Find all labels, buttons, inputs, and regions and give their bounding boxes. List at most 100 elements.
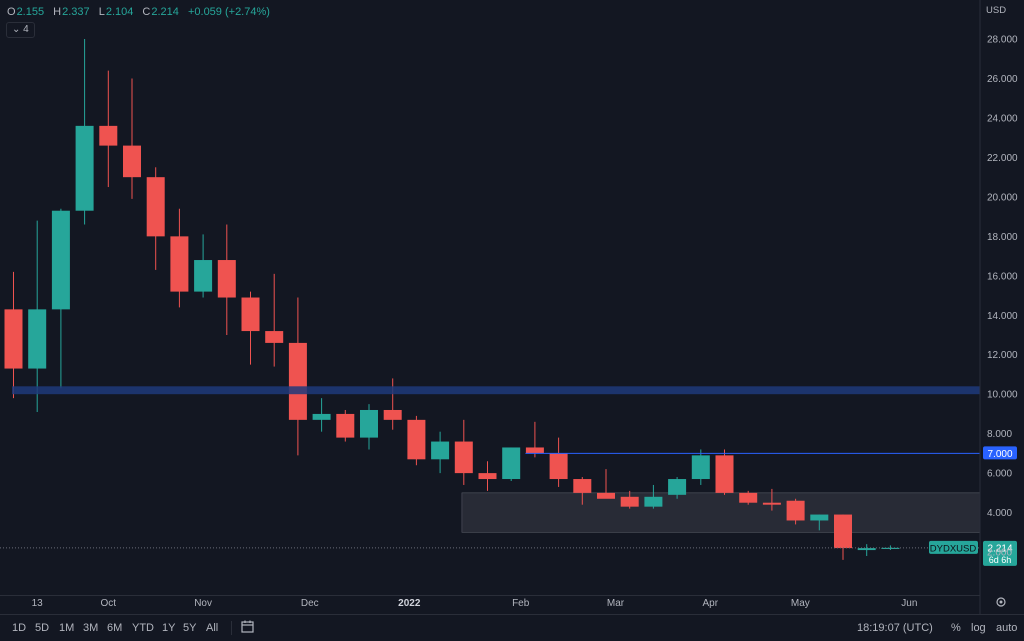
candle: [739, 490, 758, 505]
time-tick-label: Mar: [607, 598, 625, 609]
resistance-band: [12, 386, 980, 395]
candle-body: [431, 441, 450, 460]
toolbar-divider: [231, 621, 232, 635]
currency-label: USD: [986, 5, 1006, 16]
low-value: 2.104: [105, 6, 134, 18]
candle-body: [597, 492, 615, 499]
gear-ring: [996, 597, 1006, 607]
last-price-tag: [983, 540, 1017, 566]
candle: [265, 273, 284, 367]
candle: [762, 488, 781, 511]
candle: [360, 404, 378, 450]
candle: [786, 498, 805, 525]
range-1y-button[interactable]: 1Y: [162, 622, 176, 634]
candle-body: [51, 210, 70, 310]
candle: [502, 447, 521, 482]
price-tick-label: 18.000: [987, 232, 1018, 243]
range-3m-button[interactable]: 3M: [83, 622, 99, 634]
candle: [834, 514, 852, 560]
candle-body: [407, 419, 426, 460]
candle-body: [241, 297, 260, 332]
high-value: 2.337: [62, 6, 90, 18]
level-price-label: 7.000: [987, 449, 1012, 460]
candle-body: [762, 502, 781, 505]
log-scale-toggle[interactable]: log: [971, 622, 986, 634]
candle-body: [217, 260, 236, 298]
price-tick-label: 16.000: [987, 271, 1018, 282]
candle-body: [739, 492, 758, 503]
price-axis[interactable]: USD 2.000 4.000 6.000 8.000 10.000 12.000 14.00…: [986, 5, 1018, 559]
chevron-down-icon: ⌄: [12, 24, 21, 35]
time-tick-label: Oct: [101, 598, 117, 609]
candle-body: [194, 260, 213, 292]
percent-scale-toggle[interactable]: %: [951, 622, 961, 634]
countdown-label: 6d 6h: [989, 555, 1012, 565]
time-tick-label: Jun: [901, 598, 917, 609]
candle-body: [288, 342, 307, 420]
candle-body: [644, 496, 663, 507]
candle: [194, 234, 213, 298]
range-6m-button[interactable]: 6M: [107, 622, 123, 634]
candle-body: [360, 409, 378, 438]
utc-clock[interactable]: 18:19:07 (UTC): [857, 622, 933, 634]
support-zone-0: [461, 492, 981, 533]
candle-body: [881, 547, 900, 549]
candle: [668, 477, 687, 499]
price-tick-label: 8.000: [987, 429, 1012, 440]
candle-body: [715, 455, 734, 493]
candle: [99, 70, 118, 188]
gear-icon[interactable]: [996, 597, 1006, 607]
candle: [123, 78, 141, 199]
candle-body: [170, 236, 189, 292]
auto-scale-toggle[interactable]: auto: [996, 622, 1018, 634]
candle: [573, 477, 592, 505]
close-label: C: [142, 6, 151, 18]
price-tick-label: 24.000: [987, 113, 1018, 124]
price-tick-label: 6.000: [987, 469, 1012, 480]
candle-body: [786, 500, 805, 521]
candle-body: [478, 473, 497, 480]
gear-hub: [999, 600, 1003, 604]
time-axis[interactable]: 13 Oct Nov Dec 2022 Feb Mar Apr May Jun: [32, 598, 918, 609]
candle: [407, 415, 426, 466]
range-5y-button[interactable]: 5Y: [183, 622, 197, 634]
open-label: O: [7, 6, 16, 18]
candle-body: [691, 455, 710, 480]
candle-body: [123, 145, 141, 178]
candle: [478, 461, 497, 491]
range-all-button[interactable]: All: [206, 622, 219, 634]
candle: [146, 167, 165, 270]
range-ytd-button[interactable]: YTD: [132, 622, 154, 634]
candle-body: [525, 447, 544, 454]
candle: [28, 220, 47, 412]
price-tick-label: 10.000: [987, 390, 1018, 401]
range-5d-button[interactable]: 5D: [35, 622, 50, 634]
ohlc-legend: O2.155 H2.337 L2.104 C2.214 +0.059 (+2.7…: [7, 6, 276, 18]
range-1m-button[interactable]: 1M: [59, 622, 75, 634]
range-1d-button[interactable]: 1D: [12, 622, 27, 634]
indicator-badge[interactable]: ⌄ 4: [6, 22, 35, 38]
price-tick-label: 26.000: [987, 74, 1018, 85]
candle-body: [75, 125, 94, 211]
calendar-goto-icon[interactable]: [241, 620, 255, 633]
candle: [810, 514, 829, 531]
candle: [857, 544, 876, 556]
candle-body: [99, 125, 118, 146]
candle-body: [834, 514, 852, 549]
candle-body: [549, 453, 568, 480]
symbol-tag-label: DYDXUSD: [930, 543, 977, 554]
high-label: H: [53, 6, 62, 18]
candle-body: [4, 309, 23, 369]
candle-body: [336, 413, 355, 438]
candle-body: [265, 331, 284, 343]
candle: [241, 291, 260, 365]
price-tick-label: 28.000: [987, 35, 1018, 46]
candle-body: [620, 496, 639, 507]
indicator-count: 4: [23, 24, 29, 35]
candle: [4, 271, 23, 399]
time-tick-label: May: [791, 598, 810, 609]
candle-body: [857, 548, 876, 551]
candle: [620, 490, 639, 509]
price-tick-label: 2.000: [987, 548, 1012, 559]
